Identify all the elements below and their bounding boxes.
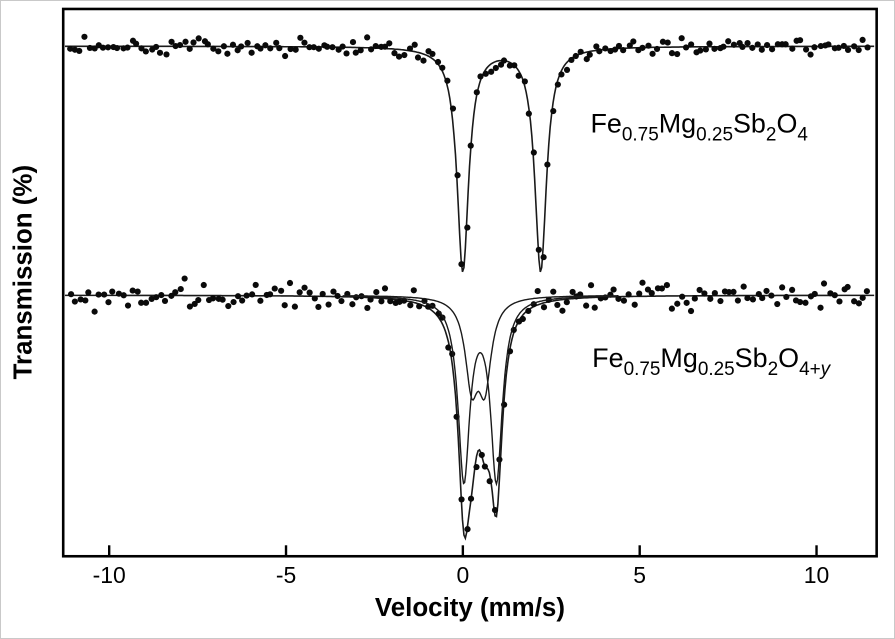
sample-label-2: Fe0.75Mg0.25Sb2O4+y — [592, 343, 832, 380]
x-axis-ticks: -10 -5 0 5 10 — [93, 545, 829, 588]
sample-label-1: Fe0.75Mg0.25Sb2O4 — [590, 109, 807, 146]
plot-frame — [61, 7, 878, 558]
fit-component-curves — [342, 294, 619, 487]
x-tick-label: -10 — [93, 562, 126, 588]
y-axis-label: Transmission (%) — [9, 165, 37, 379]
x-tick-label: 5 — [633, 562, 646, 588]
x-tick-label: -5 — [276, 562, 296, 588]
x-tick-label: 0 — [456, 562, 469, 588]
x-axis-label: Velocity (mm/s) — [375, 594, 565, 622]
fit-component-1-spectrum-2 — [342, 295, 619, 487]
x-tick-label: 10 — [804, 562, 829, 588]
fit-component-2-spectrum-2 — [342, 294, 619, 402]
data-points-spectrum-1 — [67, 33, 871, 268]
fit-envelope-spectrum-1 — [65, 45, 875, 273]
fit-envelope-spectrum-2 — [65, 294, 875, 541]
fit-envelope-curves — [65, 45, 875, 541]
